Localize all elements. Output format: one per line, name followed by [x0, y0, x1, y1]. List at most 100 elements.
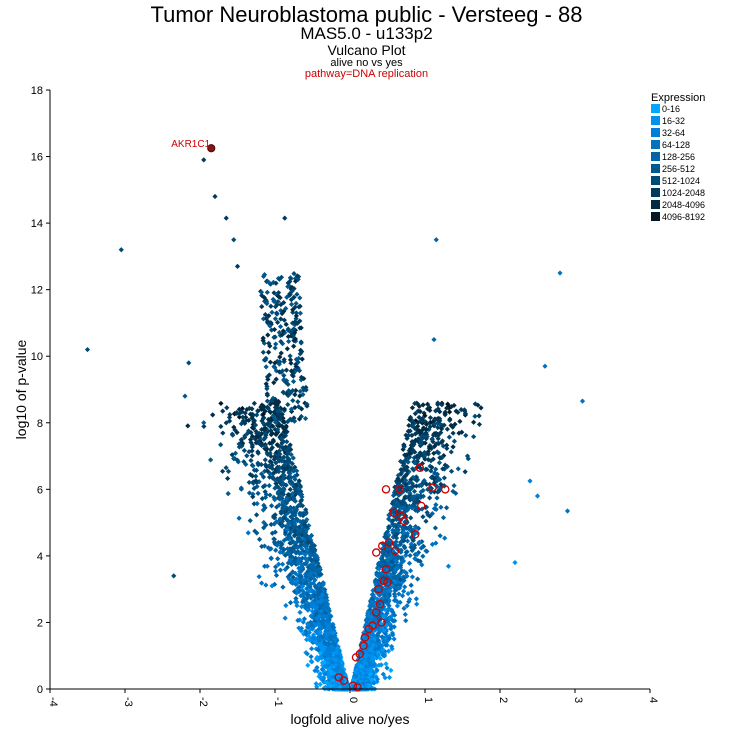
data-point [320, 604, 326, 611]
data-point [360, 671, 366, 677]
data-point [291, 337, 297, 344]
data-point [297, 573, 303, 579]
data-point [277, 516, 283, 522]
data-point [406, 455, 412, 461]
data-point [250, 494, 256, 500]
data-point [276, 465, 282, 471]
data-point [390, 574, 397, 580]
data-point [390, 521, 396, 527]
data-point [236, 441, 242, 447]
data-point [210, 412, 216, 418]
data-point [287, 599, 294, 606]
data-point [275, 556, 281, 562]
data-point [409, 494, 415, 500]
outlier-point [557, 270, 563, 276]
annotated-gene-label: AKR1C1 [171, 139, 210, 150]
data-point [327, 613, 333, 619]
outlier-point [512, 559, 518, 566]
data-point [319, 614, 325, 621]
data-point [402, 473, 408, 479]
y-tick-label: 16 [31, 152, 43, 164]
data-point [434, 495, 440, 501]
data-point [444, 463, 450, 470]
data-point [263, 522, 269, 528]
data-point [372, 627, 378, 633]
data-point [279, 341, 286, 347]
data-point [411, 488, 418, 494]
data-point [262, 457, 268, 463]
data-point [299, 587, 305, 593]
data-point [402, 611, 408, 618]
data-point [317, 606, 324, 612]
legend-swatch [651, 128, 660, 137]
data-point [268, 521, 274, 528]
data-point [336, 662, 343, 668]
data-point [278, 369, 284, 375]
data-point [238, 485, 244, 491]
data-point [309, 563, 316, 569]
data-point [299, 555, 306, 561]
pathway-gene-point [384, 538, 394, 547]
data-point [298, 530, 304, 536]
data-point [288, 553, 294, 559]
data-point [359, 678, 365, 684]
data-point [411, 494, 417, 500]
data-point [293, 595, 299, 602]
data-point [386, 588, 392, 594]
data-point [387, 579, 394, 585]
pathway-gene-point [379, 576, 388, 586]
data-point [410, 502, 416, 508]
data-point [316, 673, 322, 680]
data-point [312, 638, 318, 644]
data-point [316, 581, 322, 587]
data-point [412, 411, 418, 417]
data-point [400, 501, 406, 507]
data-point [431, 476, 437, 482]
data-point [263, 491, 269, 498]
outlier-point [171, 573, 177, 579]
data-point [337, 684, 343, 690]
data-point [300, 598, 307, 604]
data-point [389, 643, 395, 650]
data-point [292, 521, 298, 527]
data-point [294, 468, 300, 474]
data-point [304, 637, 310, 643]
outlier-point [223, 215, 229, 221]
data-point [249, 406, 255, 412]
data-point [305, 539, 311, 545]
data-point [285, 497, 292, 503]
legend-entry: 256-512 [662, 164, 695, 174]
data-point [448, 468, 455, 474]
data-point [236, 444, 242, 450]
data-point [230, 432, 236, 438]
data-point [298, 562, 305, 568]
data-point [236, 515, 242, 521]
data-point [310, 544, 316, 550]
data-point [404, 603, 410, 609]
data-point [369, 639, 375, 645]
data-point [289, 372, 295, 378]
data-point [255, 408, 261, 414]
data-point [220, 408, 226, 414]
data-point [408, 476, 414, 483]
data-point [390, 518, 396, 524]
data-point [279, 458, 285, 464]
data-point [313, 558, 319, 564]
data-point [394, 603, 401, 609]
legend-entry: 32-64 [662, 128, 685, 138]
data-point [290, 309, 296, 315]
data-point [442, 462, 448, 468]
data-point [370, 678, 377, 684]
data-point [300, 537, 306, 544]
data-point [258, 404, 264, 410]
data-point [302, 527, 308, 533]
data-point [249, 425, 256, 431]
data-point [247, 518, 253, 524]
data-point [380, 671, 386, 677]
data-point [370, 642, 376, 648]
data-point [313, 681, 319, 687]
data-point [295, 503, 301, 510]
data-point [302, 533, 309, 540]
data-point [274, 442, 280, 448]
